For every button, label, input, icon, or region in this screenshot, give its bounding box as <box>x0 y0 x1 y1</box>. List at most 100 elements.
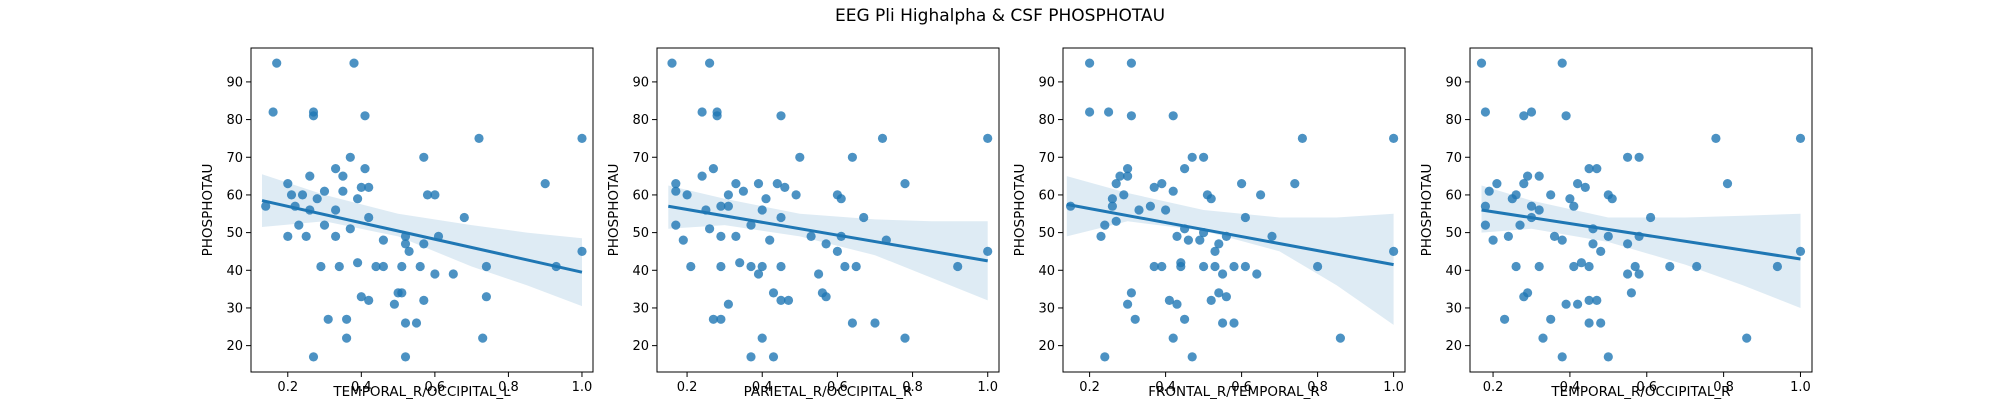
data-point <box>1183 235 1193 245</box>
data-point <box>1172 299 1182 309</box>
x-tick-label: 0.4 <box>351 380 372 395</box>
data-point <box>1168 186 1178 196</box>
data-point <box>1580 182 1590 192</box>
data-point <box>286 190 297 200</box>
data-point <box>1206 194 1216 204</box>
data-point <box>1085 107 1095 117</box>
data-point <box>349 58 359 68</box>
data-point <box>1134 205 1144 215</box>
data-point <box>411 318 422 328</box>
y-tick-label: 80 <box>632 113 649 128</box>
data-point <box>422 190 433 200</box>
data-point <box>389 299 399 309</box>
data-point <box>1569 261 1579 272</box>
data-point <box>342 314 352 324</box>
data-point <box>312 194 322 204</box>
data-point <box>1267 231 1277 241</box>
data-point <box>682 190 692 200</box>
data-point <box>1549 231 1560 241</box>
regression-line <box>261 199 583 274</box>
x-tick-label: 0.2 <box>277 380 298 395</box>
data-point <box>1557 352 1567 362</box>
data-point <box>283 179 293 189</box>
data-point <box>1161 205 1171 215</box>
data-point <box>345 152 355 162</box>
data-point <box>353 258 363 268</box>
data-point <box>1484 186 1494 196</box>
data-point <box>953 261 963 272</box>
data-point <box>430 190 440 200</box>
data-point <box>1100 352 1110 362</box>
data-point <box>1085 58 1095 68</box>
data-point <box>364 182 374 192</box>
data-point <box>716 314 726 324</box>
data-point <box>430 269 440 279</box>
data-point <box>859 212 869 223</box>
data-point <box>283 231 293 241</box>
data-point <box>1164 295 1174 305</box>
x-tick-label: 0.4 <box>752 380 773 395</box>
data-point <box>419 295 429 305</box>
data-point <box>1100 220 1110 230</box>
data-point <box>1115 171 1125 181</box>
data-point <box>1742 333 1752 343</box>
data-point <box>1557 58 1567 68</box>
data-point <box>1546 314 1556 324</box>
data-point <box>1607 194 1617 204</box>
data-point <box>308 352 319 362</box>
data-point <box>821 239 831 249</box>
data-point <box>1111 179 1121 189</box>
data-point <box>1795 133 1806 143</box>
data-point <box>1126 58 1136 68</box>
data-point <box>757 333 767 343</box>
axes-frame <box>250 47 594 373</box>
subplots: 0.2 0.4 0.6 0.8 1.0 20 30 40 50 60 70 80 90 TEMPORAL_… <box>200 47 1813 400</box>
y-tick-label: 20 <box>632 339 649 354</box>
data-point <box>746 352 756 362</box>
data-point <box>1523 171 1533 181</box>
x-axis-label: PARIETAL_R/OCCIPITAL_R <box>744 384 913 400</box>
data-point <box>1546 190 1556 200</box>
data-point <box>723 201 734 211</box>
data-point <box>334 261 344 272</box>
data-point <box>1692 261 1702 272</box>
data-point <box>1256 190 1266 200</box>
y-tick-label: 80 <box>226 113 243 128</box>
x-tick-label: 0.4 <box>1155 380 1176 395</box>
data-point <box>1584 295 1594 305</box>
data-point <box>1480 107 1490 117</box>
data-point <box>1534 261 1544 272</box>
y-tick-label: 70 <box>1038 151 1055 166</box>
y-tick-label: 70 <box>226 151 243 166</box>
data-point <box>705 224 715 234</box>
data-point <box>360 164 370 174</box>
data-point <box>338 186 348 196</box>
data-point <box>1623 269 1633 279</box>
data-point <box>776 111 786 121</box>
data-point <box>678 235 688 245</box>
data-point <box>1519 111 1529 121</box>
data-point <box>1187 152 1197 162</box>
data-point <box>1195 235 1205 245</box>
y-tick-label: 90 <box>226 75 243 90</box>
data-point <box>1561 299 1571 309</box>
data-point <box>1515 220 1525 230</box>
data-point <box>1492 179 1502 189</box>
data-point <box>776 261 786 272</box>
data-point <box>397 261 407 272</box>
data-point <box>319 220 330 230</box>
data-point <box>261 201 271 211</box>
data-point <box>1519 179 1529 189</box>
data-point <box>840 261 850 272</box>
data-point <box>1240 261 1250 272</box>
data-point <box>1626 288 1636 298</box>
data-point <box>294 220 304 230</box>
y-axis-label: PHOSPHOTAU <box>1012 164 1028 257</box>
data-point <box>1335 333 1345 343</box>
data-point <box>1480 201 1490 211</box>
data-point <box>753 179 764 189</box>
y-tick-label: 50 <box>1038 226 1055 241</box>
x-tick-label: 0.8 <box>1307 380 1328 395</box>
data-point <box>1511 261 1521 272</box>
y-tick-label: 90 <box>1445 75 1462 90</box>
